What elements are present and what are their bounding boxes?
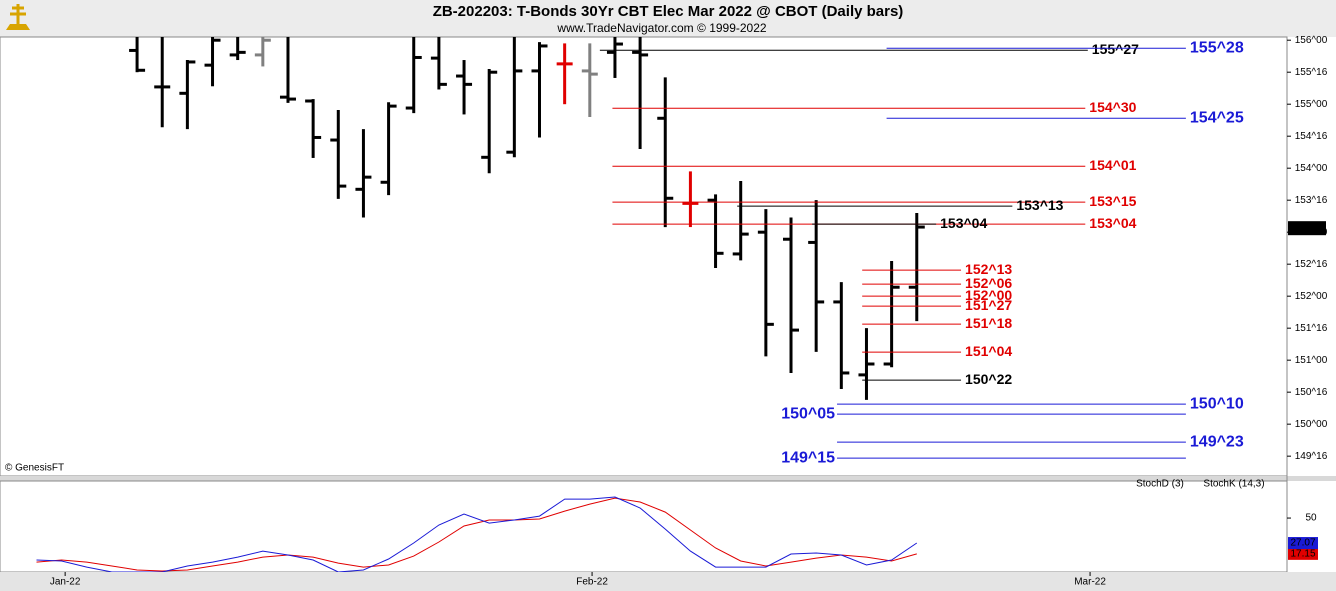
axis-area — [1287, 37, 1336, 572]
y-tick-label: 152^00 — [1295, 291, 1328, 302]
level-label: 153^15 — [1089, 193, 1136, 209]
level-label: 150^22 — [965, 371, 1012, 387]
y-tick-label: 150^16 — [1295, 387, 1328, 398]
last-price-box — [1288, 221, 1326, 236]
y-tick-label: 152^16 — [1295, 259, 1328, 270]
last-price-label: 153^02 — [1291, 223, 1324, 234]
level-label: 149^15 — [781, 449, 835, 466]
x-tick-label: Feb-22 — [576, 577, 608, 588]
credit: © GenesisFT — [5, 463, 64, 474]
level-label: 155^28 — [1190, 39, 1244, 56]
level-label: 154^25 — [1190, 109, 1244, 126]
y-tick-label: 155^00 — [1295, 99, 1328, 110]
stoch-panel — [0, 480, 1288, 573]
level-label: 154^01 — [1089, 157, 1136, 173]
level-label: 152^06 — [965, 275, 1012, 291]
level-label: 150^05 — [781, 405, 835, 422]
level-label: 153^04 — [1089, 215, 1136, 231]
date-axis-bg — [0, 572, 1336, 591]
last-value-label: 27.07 — [1290, 538, 1315, 549]
y-tick-label: 50 — [1305, 513, 1317, 524]
last-value-label: 17.15 — [1290, 548, 1315, 559]
y-tick-label: 154^00 — [1295, 163, 1328, 174]
y-tick-label: 155^16 — [1295, 67, 1328, 78]
stoch-line — [36, 496, 918, 572]
y-tick-label: 149^16 — [1295, 451, 1328, 462]
chart-subtitle: www.TradeNavigator.com © 1999-2022 — [556, 21, 766, 35]
price-panel — [0, 36, 1288, 477]
level-label: 149^23 — [1190, 433, 1244, 450]
last-value-box — [1288, 547, 1318, 560]
level-label: 154^30 — [1089, 99, 1136, 115]
level-label: 153^04 — [940, 215, 987, 231]
x-tick-label: Jan-22 — [50, 577, 81, 588]
y-tick-label: 151^16 — [1295, 323, 1328, 334]
y-tick-label: 156^00 — [1295, 35, 1328, 46]
y-tick-label: 154^16 — [1295, 131, 1328, 142]
x-tick-label: Mar-22 — [1074, 577, 1106, 588]
legend-entry: StochK (14,3) — [1203, 479, 1264, 490]
level-label: 155^27 — [1092, 41, 1139, 57]
level-label: 151^27 — [965, 297, 1012, 313]
level-label: 152^00 — [965, 287, 1012, 303]
level-label: 151^04 — [965, 343, 1012, 359]
y-tick-label: 153^16 — [1295, 195, 1328, 206]
y-tick-label: 150^00 — [1295, 419, 1328, 430]
level-label: 151^18 — [965, 315, 1012, 331]
y-tick-label: 151^00 — [1295, 355, 1328, 366]
stoch-plot — [36, 496, 918, 572]
panel-divider — [0, 476, 1336, 481]
level-label: 153^13 — [1016, 197, 1063, 213]
level-label: 150^10 — [1190, 395, 1244, 412]
level-label: 152^13 — [965, 261, 1012, 277]
last-value-box — [1288, 537, 1318, 550]
legend-entry: StochD (3) — [1136, 479, 1184, 490]
logo — [6, 4, 30, 30]
header-bg — [0, 0, 1336, 37]
chart-title: ZB-202203: T-Bonds 30Yr CBT Elec Mar 202… — [433, 3, 904, 20]
